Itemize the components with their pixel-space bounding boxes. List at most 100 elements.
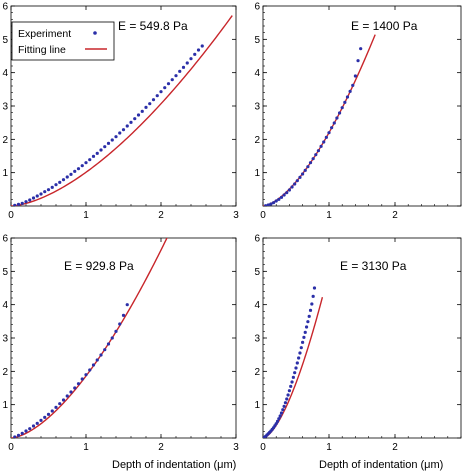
experiment-point — [351, 83, 355, 87]
experiment-point — [312, 286, 317, 290]
experiment-point — [308, 308, 313, 312]
experiment-point — [103, 145, 107, 149]
experiment-point — [285, 397, 289, 401]
experiment-point — [281, 408, 285, 412]
experiment-point — [335, 116, 339, 120]
experiment-point — [121, 128, 126, 132]
fitting-line — [11, 15, 233, 206]
y-tick-label: 5 — [2, 35, 8, 46]
y-tick-label: 6 — [2, 234, 8, 245]
legend: Experiment Fitting line — [11, 21, 115, 61]
experiment-point — [302, 335, 306, 339]
experiment-point — [298, 175, 302, 179]
y-tick-label: 5 — [254, 267, 260, 278]
experiment-point — [311, 294, 315, 298]
y-tick-label: 3 — [254, 102, 260, 113]
experiment-point — [20, 201, 24, 205]
experiment-point — [20, 431, 24, 435]
experiment-point — [91, 154, 96, 158]
x-tick-label: 1 — [83, 210, 89, 221]
experiment-point — [28, 427, 32, 431]
y-tick-label: 4 — [254, 300, 260, 311]
experiment-point — [110, 336, 114, 340]
experiment-point — [303, 168, 307, 172]
experiment-point — [73, 386, 77, 390]
legend-label-experiment: Experiment — [18, 28, 71, 40]
experiment-point — [39, 418, 43, 422]
experiment-point — [332, 121, 336, 125]
experiment-point — [163, 86, 167, 90]
experiment-point — [287, 188, 291, 192]
experiment-point — [278, 414, 282, 418]
experiment-point — [337, 111, 342, 115]
experiment-point — [345, 95, 350, 99]
panel-bottom-left: 0 1 2 3 1 2 3 4 5 6 E = 929.8 Pa — [2, 234, 239, 454]
experiment-point — [95, 358, 99, 362]
experiment-point — [322, 140, 326, 144]
experiment-point — [88, 368, 92, 372]
experiment-point — [170, 78, 174, 82]
experiment-point — [88, 158, 92, 162]
experiment-point — [84, 161, 88, 165]
y-tick-label: 2 — [254, 135, 260, 146]
experiment-point — [308, 161, 313, 165]
experiment-point — [293, 182, 297, 186]
experiment-point — [95, 151, 99, 155]
experiment-point — [91, 363, 96, 367]
experiment-point — [291, 375, 295, 379]
experiment-point — [50, 185, 54, 189]
panel-bottom-right: 0 1 2 1 2 3 4 5 6 E = 3130 Pa — [254, 234, 462, 453]
panel-top-right: 0 1 2 1 2 3 4 5 6 E = 1400 Pa — [254, 2, 462, 221]
experiment-point — [269, 202, 273, 206]
experiment-point — [125, 303, 129, 307]
experiment-point — [84, 373, 88, 377]
experiment-point — [279, 195, 284, 199]
experiment-point — [286, 393, 290, 397]
experiment-point — [76, 167, 81, 171]
experiment-point — [35, 421, 39, 425]
experiment-point — [151, 98, 156, 102]
modulus-annotation: E = 929.8 Pa — [64, 259, 134, 273]
experiment-point — [65, 394, 69, 398]
experiment-point — [133, 117, 137, 121]
x-tick-label: 0 — [260, 442, 266, 453]
x-tick-label: 2 — [158, 210, 164, 221]
experiment-point — [324, 135, 328, 139]
y-tick-label: 3 — [2, 334, 8, 345]
experiment-point — [275, 419, 280, 423]
experiment-point — [28, 198, 32, 202]
experiment-point — [193, 52, 197, 56]
experiment-point — [118, 131, 122, 135]
y-tick-label: 6 — [2, 2, 8, 13]
experiment-point — [301, 172, 305, 176]
experiment-point — [148, 102, 152, 106]
legend-marker-experiment — [93, 31, 97, 35]
experiment-point — [43, 415, 47, 419]
experiment-point — [73, 169, 77, 173]
x-tick-label: 0 — [260, 210, 266, 221]
experiment-point — [178, 69, 182, 73]
experiment-point — [110, 138, 114, 142]
experiment-point — [136, 113, 141, 117]
x-tick-label: 0 — [8, 210, 14, 221]
y-tick-label: 6 — [254, 2, 260, 13]
experiment-point — [200, 44, 204, 48]
fitting-line — [263, 297, 324, 438]
experiment-point — [24, 429, 28, 433]
experiment-point — [159, 90, 163, 94]
experiment-point — [129, 120, 133, 124]
experiment-point — [24, 200, 28, 204]
experiment-point — [340, 106, 344, 110]
experiment-point — [16, 202, 21, 206]
experiment-point — [264, 204, 268, 206]
experiment-point — [13, 435, 17, 438]
experiment-point — [299, 346, 303, 350]
legend-label-fit: Fitting line — [18, 44, 66, 56]
experiment-point — [359, 47, 363, 51]
experiment-point — [289, 384, 293, 388]
experiment-point — [348, 89, 352, 93]
experiment-point — [285, 191, 289, 195]
y-tick-label: 4 — [254, 68, 260, 79]
experiment-point — [304, 325, 309, 329]
